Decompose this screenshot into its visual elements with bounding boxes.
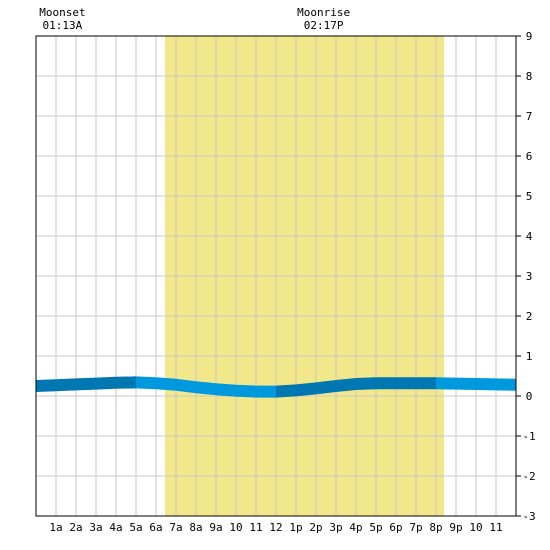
x-tick-label: 8p: [429, 521, 442, 534]
moon-event-time: 02:17P: [304, 19, 344, 32]
x-tick-label: 7a: [169, 521, 182, 534]
tide-band-segment: [276, 377, 436, 398]
tide-band-segment: [436, 377, 516, 391]
tide-band-segment: [136, 376, 276, 398]
moon-event-time: 01:13A: [43, 19, 83, 32]
y-tick-label: 9: [526, 30, 533, 43]
x-tick-label: 6a: [149, 521, 162, 534]
y-tick-label: 5: [526, 190, 533, 203]
x-tick-label: 11: [249, 521, 262, 534]
x-tick-label: 3p: [329, 521, 342, 534]
x-tick-label: 8a: [189, 521, 202, 534]
x-tick-label: 3a: [89, 521, 102, 534]
x-tick-label: 1a: [49, 521, 62, 534]
y-tick-label: 1: [526, 350, 533, 363]
y-tick-label: 0: [526, 390, 533, 403]
y-tick-label: -1: [522, 430, 535, 443]
y-tick-label: 4: [526, 230, 533, 243]
x-tick-label: 2p: [309, 521, 322, 534]
x-tick-label: 1p: [289, 521, 302, 534]
y-tick-label: 8: [526, 70, 533, 83]
x-tick-label: 9p: [449, 521, 462, 534]
x-tick-label: 10: [469, 521, 482, 534]
y-tick-label: -3: [522, 510, 535, 523]
moon-event-label: Moonset: [39, 6, 85, 19]
x-tick-label: 4p: [349, 521, 362, 534]
x-tick-label: 10: [229, 521, 242, 534]
y-tick-label: 3: [526, 270, 533, 283]
x-tick-label: 7p: [409, 521, 422, 534]
x-tick-label: 5a: [129, 521, 142, 534]
x-tick-label: 9a: [209, 521, 222, 534]
x-tick-label: 6p: [389, 521, 402, 534]
x-tick-label: 5p: [369, 521, 382, 534]
x-tick-label: 11: [489, 521, 502, 534]
tide-band-segment: [36, 376, 136, 392]
x-tick-label: 4a: [109, 521, 122, 534]
y-tick-label: 2: [526, 310, 533, 323]
y-tick-label: 6: [526, 150, 533, 163]
y-tick-label: 7: [526, 110, 533, 123]
x-tick-label: 2a: [69, 521, 82, 534]
moon-event-label: Moonrise: [297, 6, 350, 19]
x-tick-label: 12: [269, 521, 282, 534]
y-tick-label: -2: [522, 470, 535, 483]
